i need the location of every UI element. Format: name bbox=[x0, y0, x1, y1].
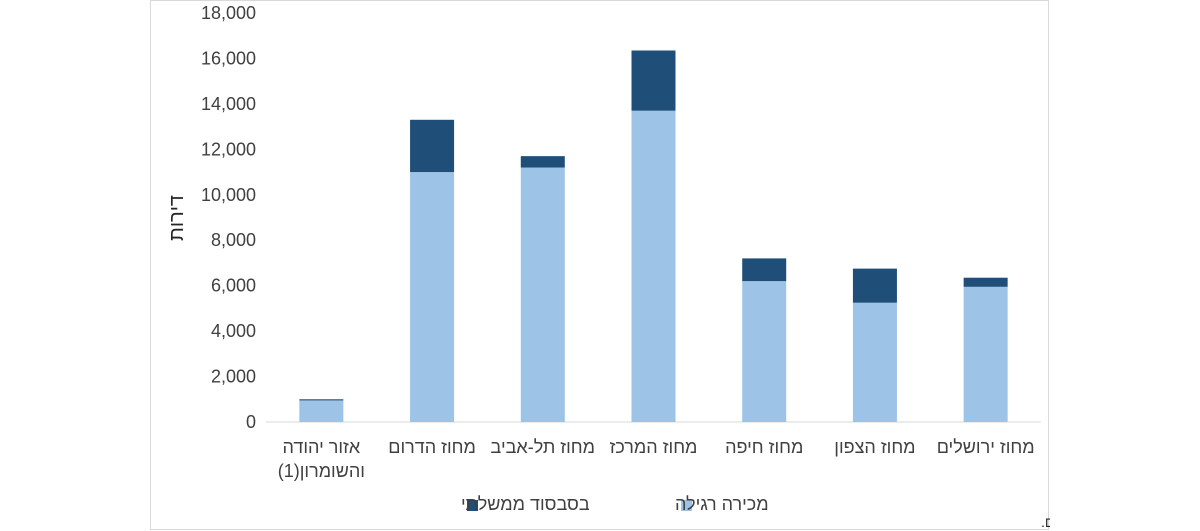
bar-government-subsidy bbox=[742, 258, 787, 282]
x-category-label: מחוז הדרום bbox=[388, 437, 476, 457]
bar-regular-sale bbox=[742, 281, 787, 422]
x-category-label: אזור יהודה bbox=[283, 437, 361, 457]
bar-government-subsidy bbox=[410, 119, 455, 173]
chart-frame: 0 2,000 4,000 6,000 8,000 10,000 12,000 14,000 1… bbox=[150, 0, 1050, 530]
bar-government-subsidy bbox=[520, 156, 565, 168]
x-category-label: מחוז חיפה bbox=[725, 437, 803, 457]
legend-swatch-regular-sale bbox=[681, 500, 692, 511]
y-tick-label: 8,000 bbox=[211, 230, 256, 250]
bar-government-subsidy bbox=[299, 399, 344, 401]
legend: מכירה רגילה בסבסוד ממשלתי bbox=[461, 494, 769, 514]
bar-government-subsidy bbox=[631, 50, 676, 111]
y-tick-label: 2,000 bbox=[211, 367, 256, 387]
y-tick-label: 10,000 bbox=[201, 185, 256, 205]
legend-swatch-government-subsidy bbox=[467, 500, 478, 511]
y-tick-label: 6,000 bbox=[211, 276, 256, 296]
y-tick-label: 4,000 bbox=[211, 321, 256, 341]
legend-label-regular-sale: מכירה רגילה bbox=[675, 494, 769, 514]
bar-government-subsidy bbox=[963, 277, 1008, 287]
y-tick-label: 0 bbox=[246, 412, 256, 432]
bar-regular-sale bbox=[963, 286, 1008, 422]
x-category-label: מחוז תל-אביב bbox=[491, 437, 595, 457]
y-axis-label: דירות bbox=[166, 195, 188, 241]
bar-regular-sale bbox=[852, 302, 897, 422]
y-tick-label: 12,000 bbox=[201, 139, 256, 159]
footnote: 1. יישובים ישראליים. bbox=[1041, 514, 1050, 530]
bar-regular-sale bbox=[520, 167, 565, 422]
x-category-label: מחוז הצפון bbox=[834, 437, 915, 457]
y-axis-ticks: 0 2,000 4,000 6,000 8,000 10,000 12,000 14,000 1… bbox=[201, 3, 256, 432]
x-category-label: והשומרון(1) bbox=[278, 461, 365, 481]
y-tick-label: 18,000 bbox=[201, 3, 256, 23]
bar-regular-sale bbox=[631, 110, 676, 422]
x-category-label: מחוז המרכז bbox=[610, 437, 698, 457]
bar-regular-sale bbox=[299, 400, 344, 422]
y-tick-label: 16,000 bbox=[201, 48, 256, 68]
x-category-label: מחוז ירושלים bbox=[937, 437, 1035, 457]
bars bbox=[299, 50, 1008, 422]
stacked-bar-chart: 0 2,000 4,000 6,000 8,000 10,000 12,000 14,000 1… bbox=[166, 3, 1050, 530]
legend-label-government-subsidy: בסבסוד ממשלתי bbox=[461, 494, 590, 514]
y-tick-label: 14,000 bbox=[201, 94, 256, 114]
bar-government-subsidy bbox=[852, 268, 897, 303]
bar-regular-sale bbox=[410, 172, 455, 422]
x-axis-categories: מחוז ירושלים מחוז הצפון מחוז חיפה מחוז המרכ… bbox=[278, 437, 1035, 481]
